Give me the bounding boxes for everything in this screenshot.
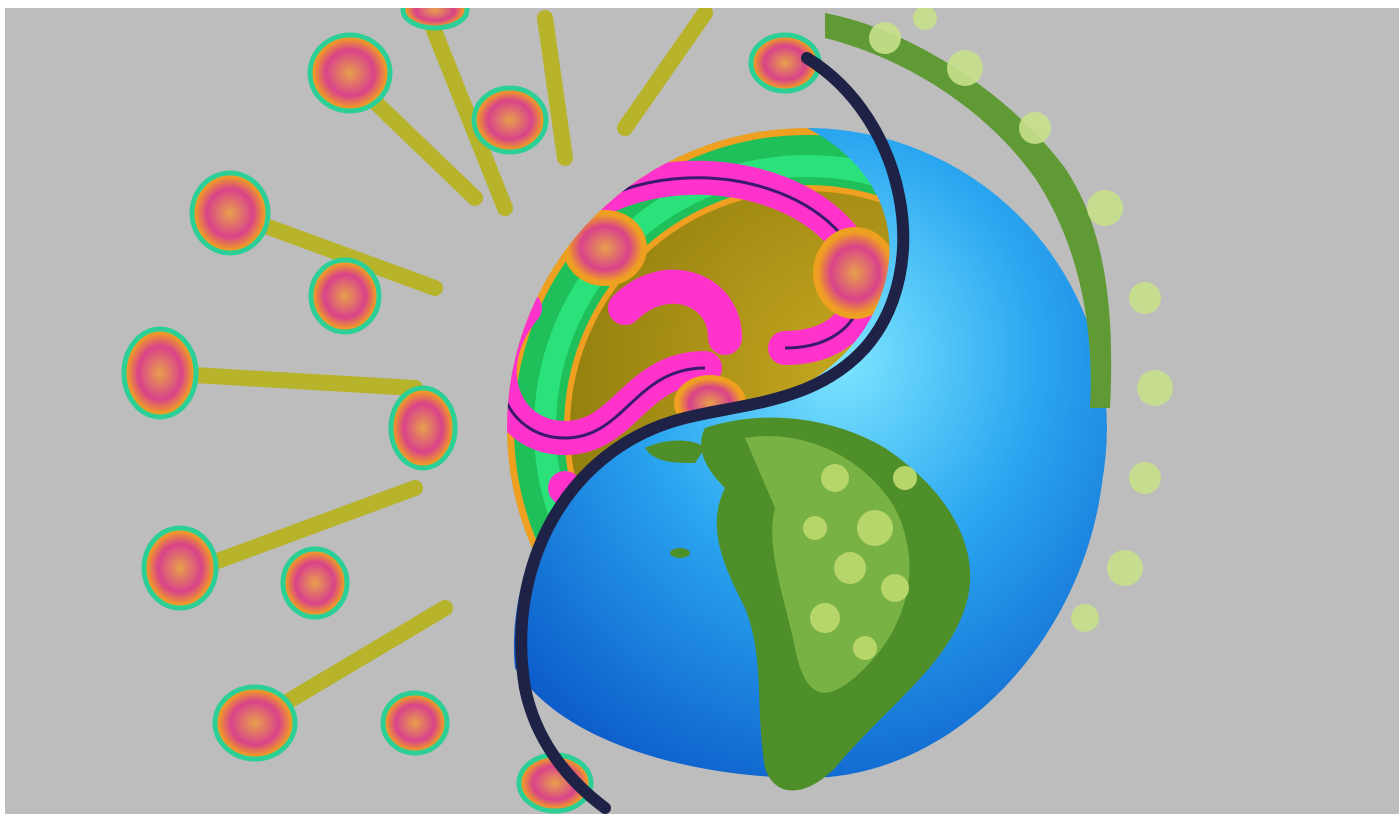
virus-spikes [121, 8, 822, 814]
illustration-canvas [5, 8, 1399, 814]
earth-continents [645, 417, 971, 791]
virus-earth-yin-yang-illustration [5, 8, 1399, 814]
earth-rim-foliage [825, 8, 1173, 632]
yin-yang-divider [515, 52, 910, 814]
